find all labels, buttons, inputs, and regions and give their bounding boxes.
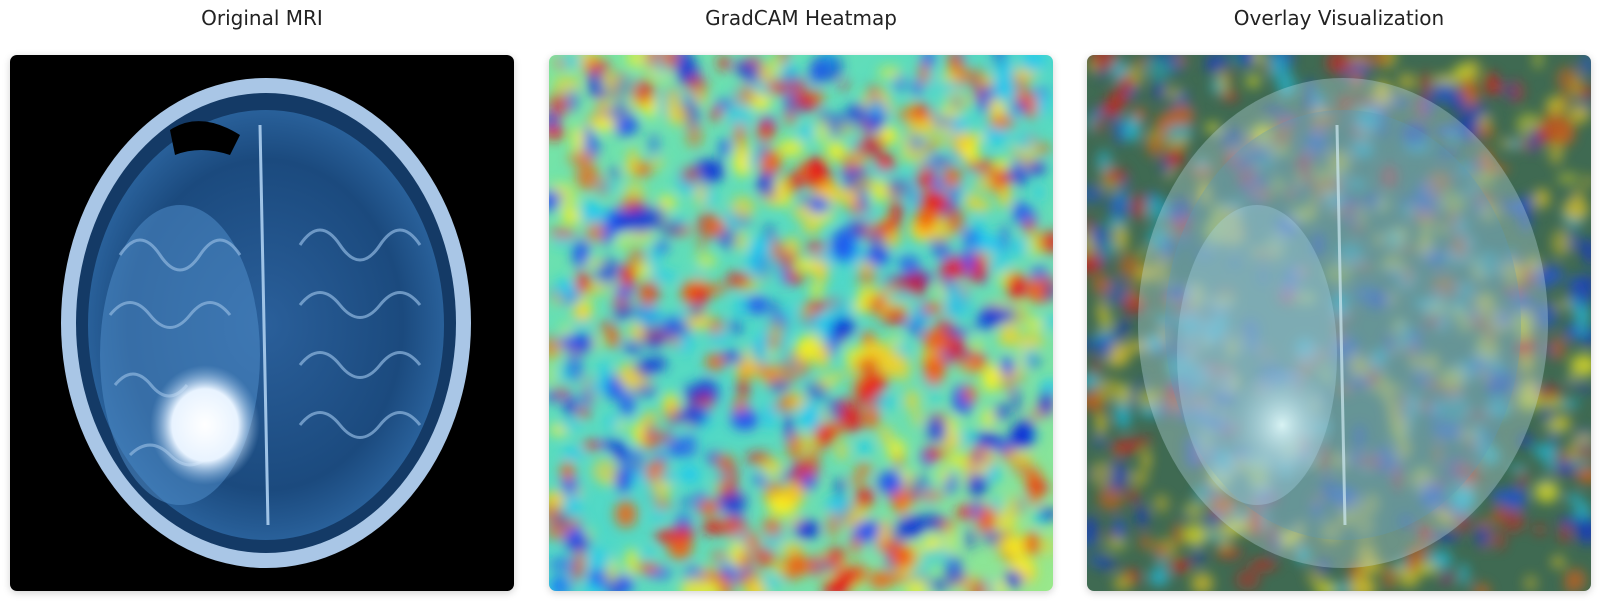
original-mri-image: [10, 55, 514, 591]
overlay-visualization-image: [1087, 55, 1591, 591]
panel-title-gradcam: GradCAM Heatmap: [705, 6, 897, 30]
brain-mri-icon: [10, 55, 514, 591]
overlay-icon: [1087, 55, 1591, 591]
heatmap-icon: [549, 55, 1053, 591]
original-mri-panel: Original MRI: [10, 0, 514, 604]
gradcam-heatmap-image: [549, 55, 1053, 591]
gradcam-heatmap-panel: GradCAM Heatmap: [549, 0, 1053, 604]
panel-title-original-mri: Original MRI: [201, 6, 323, 30]
overlay-visualization-panel: Overlay Visualization: [1087, 0, 1591, 604]
panel-title-overlay: Overlay Visualization: [1233, 6, 1445, 30]
